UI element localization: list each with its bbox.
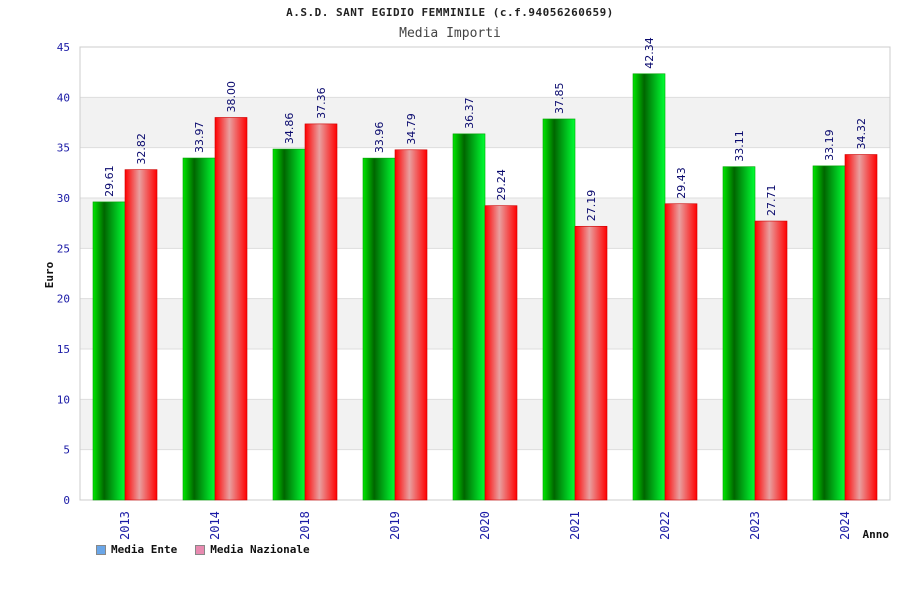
y-axis-ticks: 0 5 10 15 20 25 30 35 40 45 [57, 41, 70, 507]
legend-item-media-nazionale: Media Nazionale [195, 543, 310, 556]
x-axis-ticks: 2013 2014 2018 2019 2020 2021 2022 2023 2024 [118, 511, 852, 540]
x-tick-label-2013: 2013 [118, 511, 132, 540]
x-tick-label-2023: 2023 [748, 511, 762, 540]
y-tick-label: 20 [57, 293, 70, 306]
y-tick-label: 5 [63, 444, 70, 457]
legend: Media Ente Media Nazionale [96, 543, 310, 556]
y-tick-label: 45 [57, 41, 70, 54]
value-label-media-ente-2024: 33.19 [823, 129, 836, 161]
value-labels: 29.61 32.82 33.97 38.00 34.86 37.36 33.96 34.79… [103, 37, 868, 221]
value-label-media-ente-2022: 42.34 [643, 37, 656, 69]
x-tick-label-2021: 2021 [568, 511, 582, 540]
y-tick-label: 0 [63, 494, 70, 507]
x-tick-label-2020: 2020 [478, 511, 492, 540]
value-label-media-nazionale-2013: 32.82 [135, 133, 148, 165]
value-label-media-nazionale-2021: 27.19 [585, 190, 598, 222]
value-label-media-nazionale-2020: 29.24 [495, 169, 508, 201]
y-tick-label: 40 [57, 91, 70, 104]
value-label-media-nazionale-2024: 34.32 [855, 118, 868, 150]
y-tick-label: 25 [57, 242, 70, 255]
value-label-media-ente-2023: 33.11 [733, 130, 746, 162]
value-label-media-ente-2014: 33.97 [193, 122, 206, 154]
bar-media-nazionale-2023 [754, 220, 788, 501]
y-tick-label: 35 [57, 142, 70, 155]
chart-subtitle: Media Importi [399, 26, 501, 41]
value-label-media-nazionale-2022: 29.43 [675, 167, 688, 199]
legend-swatch-media-nazionale [195, 544, 206, 555]
bar-media-ente-2020 [452, 133, 486, 501]
bar-media-nazionale-2013 [124, 169, 158, 501]
y-axis-label: Euro [43, 261, 56, 288]
value-label-media-nazionale-2019: 34.79 [405, 113, 418, 145]
x-tick-label-2019: 2019 [388, 511, 402, 540]
chart-title: A.S.D. SANT EGIDIO FEMMINILE (c.f.940562… [286, 6, 614, 19]
bars [92, 73, 878, 501]
x-tick-label-2024: 2024 [838, 511, 852, 540]
bar-media-ente-2013 [92, 201, 126, 501]
y-tick-label: 30 [57, 192, 70, 205]
bar-media-nazionale-2021 [574, 225, 608, 501]
x-tick-label-2018: 2018 [298, 511, 312, 540]
value-label-media-ente-2018: 34.86 [283, 113, 296, 145]
legend-swatch-media-ente [96, 544, 106, 555]
bar-media-nazionale-2014 [214, 117, 248, 501]
bar-media-ente-2023 [722, 166, 756, 501]
bar-media-nazionale-2022 [664, 203, 698, 501]
bar-media-ente-2018 [272, 148, 306, 501]
bar-media-ente-2024 [812, 165, 846, 501]
bar-media-ente-2019 [362, 157, 396, 501]
x-tick-label-2014: 2014 [208, 511, 222, 540]
bar-media-nazionale-2024 [844, 154, 878, 501]
y-tick-label: 10 [57, 393, 70, 406]
legend-item-media-ente: Media Ente [96, 543, 177, 556]
bar-media-ente-2022 [632, 73, 666, 501]
value-label-media-ente-2021: 37.85 [553, 82, 566, 114]
bar-media-nazionale-2019 [394, 149, 428, 501]
x-tick-label-2022: 2022 [658, 511, 672, 540]
value-label-media-ente-2020: 36.37 [463, 97, 476, 129]
legend-label-media-nazionale: Media Nazionale [210, 543, 310, 556]
value-label-media-ente-2013: 29.61 [103, 165, 116, 197]
value-label-media-nazionale-2023: 27.71 [765, 185, 778, 217]
value-label-media-nazionale-2018: 37.36 [315, 87, 328, 119]
value-label-media-nazionale-2014: 38.00 [225, 81, 238, 113]
bar-media-nazionale-2020 [484, 205, 518, 501]
x-axis-label: Anno [863, 528, 890, 541]
legend-label-media-ente: Media Ente [111, 543, 178, 556]
bar-media-ente-2014 [182, 157, 216, 501]
bar-media-ente-2021 [542, 118, 576, 501]
y-tick-label: 15 [57, 343, 70, 356]
bar-media-nazionale-2018 [304, 123, 338, 501]
value-label-media-ente-2019: 33.96 [373, 122, 386, 154]
